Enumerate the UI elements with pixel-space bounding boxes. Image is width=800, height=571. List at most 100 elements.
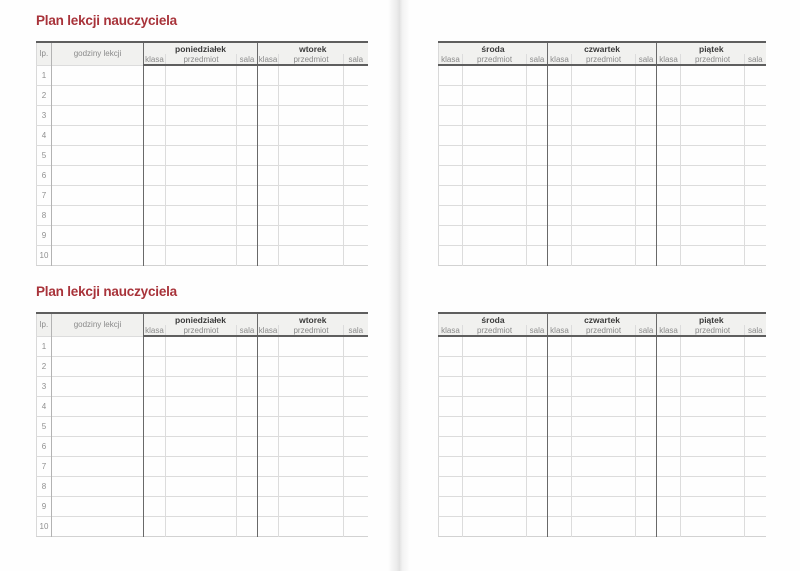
empty-schedule-cell [462,515,527,536]
empty-schedule-cell [343,204,368,225]
empty-schedule-cell [278,244,344,265]
empty-schedule-cell [165,355,237,376]
empty-schedule-cell [343,355,368,376]
empty-schedule-cell [525,184,548,205]
empty-schedule-cell [462,395,527,416]
empty-schedule-cell [278,495,344,516]
empty-schedule-cell [462,204,527,225]
empty-schedule-cell [744,415,766,436]
empty-schedule-cell [547,224,572,245]
empty-schedule-cell [547,184,572,205]
empty-schedule-cell [143,375,166,396]
empty-schedule-cell [547,204,572,225]
table-row [438,124,766,145]
empty-schedule-cell [165,244,237,265]
empty-schedule-cell [547,375,572,396]
empty-schedule-cell [343,124,368,145]
col-header-subject: przedmiot [571,325,636,337]
empty-schedule-cell [462,355,527,376]
table-row: 5 [36,144,368,165]
empty-schedule-cell [571,395,636,416]
col-header-subject: przedmiot [462,54,527,66]
col-header-class: klasa [438,54,463,66]
empty-schedule-cell [680,335,745,356]
empty-schedule-cell [571,104,636,125]
empty-schedule-cell [462,64,527,85]
empty-schedule-cell [257,104,279,125]
empty-schedule-cell [51,64,144,85]
empty-schedule-cell [165,164,237,185]
col-header-day-thursday: czwartek [547,313,657,325]
empty-schedule-cell [462,475,527,496]
empty-schedule-cell [744,124,766,145]
empty-schedule-cell [656,104,681,125]
empty-schedule-cell [438,435,463,456]
empty-schedule-cell [165,515,237,536]
row-number: 2 [36,84,52,105]
empty-schedule-cell [547,64,572,85]
empty-schedule-cell [278,224,344,245]
empty-schedule-cell [656,244,681,265]
empty-schedule-cell [438,355,463,376]
empty-schedule-cell [343,495,368,516]
empty-schedule-cell [635,84,657,105]
table-row: 7 [36,455,368,476]
empty-schedule-cell [235,64,258,85]
row-number: 4 [36,124,52,145]
col-header-subject: przedmiot [278,54,344,66]
empty-schedule-cell [656,395,681,416]
table-row: 2 [36,84,368,105]
empty-schedule-cell [744,184,766,205]
lesson-plan-table-wed-fri: środa czwartek piątek klasa przedmiot sa… [438,41,766,266]
empty-schedule-cell [278,375,344,396]
empty-schedule-cell [680,455,745,476]
empty-schedule-cell [143,455,166,476]
empty-schedule-cell [571,124,636,145]
table-row: 10 [36,515,368,536]
empty-schedule-cell [525,244,548,265]
empty-schedule-cell [656,64,681,85]
empty-schedule-cell [51,164,144,185]
empty-schedule-cell [257,64,279,85]
table-row [438,164,766,185]
empty-schedule-cell [680,84,745,105]
empty-schedule-cell [143,224,166,245]
empty-schedule-cell [744,375,766,396]
row-number: 4 [36,395,52,416]
empty-schedule-cell [656,84,681,105]
empty-schedule-cell [525,515,548,536]
empty-schedule-cell [278,104,344,125]
empty-schedule-cell [235,495,258,516]
col-header-class: klasa [656,325,681,337]
table-row [438,184,766,205]
empty-schedule-cell [635,355,657,376]
empty-schedule-cell [680,395,745,416]
row-number: 1 [36,335,52,356]
row-number: 5 [36,144,52,165]
empty-schedule-cell [143,104,166,125]
empty-schedule-cell [744,435,766,456]
empty-schedule-cell [257,184,279,205]
empty-schedule-cell [571,244,636,265]
empty-schedule-cell [165,224,237,245]
col-header-room: sala [744,54,766,66]
empty-schedule-cell [143,64,166,85]
empty-schedule-cell [571,144,636,165]
table-row [438,375,766,396]
empty-schedule-cell [635,144,657,165]
col-header-hours: godziny lekcji [51,313,144,336]
col-header-room: sala [525,54,548,66]
col-header-subject: przedmiot [278,325,344,337]
col-header-day-friday: piątek [656,42,766,54]
empty-schedule-cell [235,395,258,416]
empty-schedule-cell [656,124,681,145]
empty-schedule-cell [680,475,745,496]
empty-schedule-cell [635,435,657,456]
empty-schedule-cell [257,415,279,436]
empty-schedule-cell [547,395,572,416]
empty-schedule-cell [744,84,766,105]
empty-schedule-cell [51,395,144,416]
empty-schedule-cell [438,184,463,205]
row-number: 3 [36,375,52,396]
